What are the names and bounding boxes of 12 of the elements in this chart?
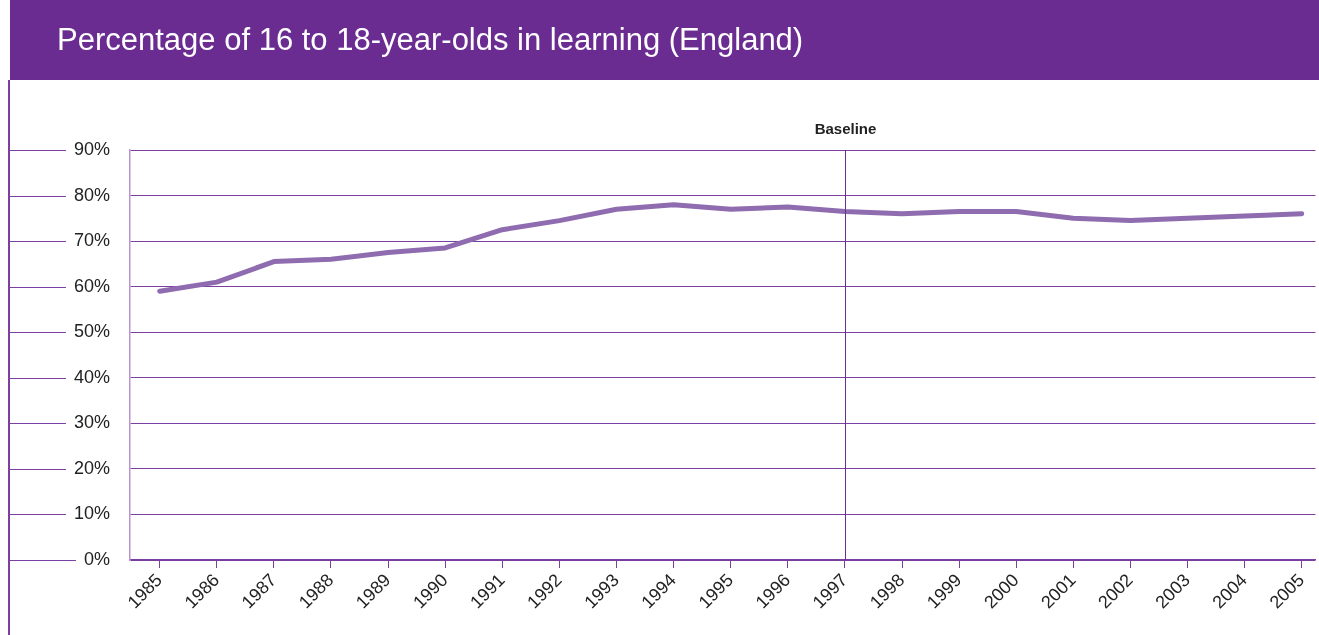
y-tick-label: 20% [73,457,110,478]
y-tick-label: 40% [73,366,110,387]
y-tick-label: 80% [73,184,110,205]
ref-line-label: Baseline [814,120,877,137]
chart-title: Percentage of 16 to 18-year-olds in learning (England) [10,0,1319,80]
y-tick-label: 30% [73,412,110,433]
y-tick-label: 0% [83,548,110,569]
y-tick-label: 50% [73,321,110,342]
y-tick-label: 90% [73,138,110,159]
y-tick-label: 70% [73,230,110,251]
y-tick-label: 60% [73,275,110,296]
y-tick-label: 10% [73,503,110,524]
